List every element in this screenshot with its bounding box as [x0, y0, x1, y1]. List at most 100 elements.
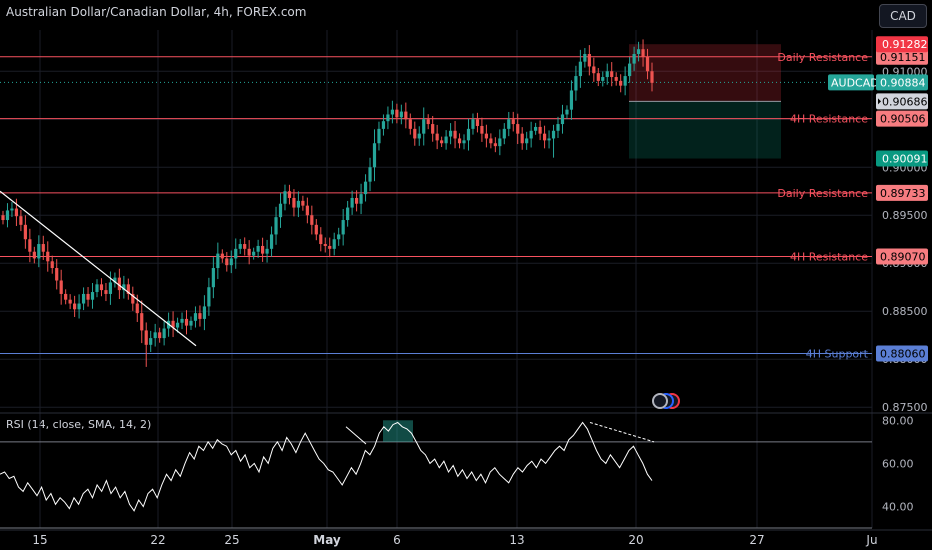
candle: [426, 114, 430, 130]
candle-body: [269, 234, 274, 249]
candle-body: [140, 313, 144, 331]
candle: [211, 257, 215, 299]
candle-body: [59, 280, 63, 294]
symbol-tag-text: AUDCAD: [831, 76, 879, 89]
candle: [628, 56, 632, 83]
candle-body: [238, 244, 242, 249]
candle-body: [265, 248, 269, 254]
candle-body: [457, 138, 462, 144]
candle: [502, 123, 506, 145]
candle-body: [372, 143, 377, 168]
candle: [23, 215, 27, 249]
position-tag: [876, 93, 928, 110]
candle: [117, 268, 121, 300]
candle: [265, 239, 269, 263]
candle: [73, 295, 77, 317]
candle-body: [55, 268, 59, 281]
candle-body: [117, 277, 121, 291]
candle: [158, 327, 162, 343]
candle-body: [90, 292, 95, 300]
candle: [10, 201, 14, 217]
candle-body: [377, 128, 381, 144]
candle-body: [323, 244, 327, 246]
candle: [269, 226, 274, 257]
candle: [578, 49, 582, 88]
candle: [229, 250, 233, 274]
candle: [440, 136, 444, 147]
candle-body: [363, 181, 368, 195]
candle: [104, 283, 108, 302]
currency-badge[interactable]: CAD: [879, 4, 927, 28]
candle: [90, 283, 95, 309]
candle-body: [534, 126, 538, 131]
candle-body: [628, 63, 632, 77]
x-tick-label: 27: [749, 533, 764, 547]
entry-marker-icon: [878, 98, 881, 105]
candle: [256, 239, 260, 258]
candle-body: [207, 287, 211, 307]
candle: [314, 219, 318, 241]
candle-body: [126, 284, 130, 294]
candle: [601, 71, 605, 87]
candle-body: [252, 251, 256, 256]
candle-body: [86, 293, 90, 300]
candle: [149, 330, 153, 353]
candle-body: [19, 216, 23, 225]
candle: [175, 317, 180, 333]
level-tag-text: 0.90506: [880, 113, 926, 126]
candle: [341, 209, 345, 246]
candle: [283, 184, 287, 211]
candle-body: [614, 77, 618, 81]
candle-body: [489, 138, 493, 144]
candle: [274, 206, 278, 245]
x-tick-label: 6: [393, 533, 401, 547]
candle-body: [569, 90, 574, 110]
candle-body: [346, 207, 350, 221]
rsi-title: RSI (14, close, SMA, 14, 2): [6, 418, 152, 431]
candle: [310, 205, 314, 235]
candle: [278, 192, 283, 228]
candle-body: [480, 125, 484, 134]
candle-body: [529, 130, 533, 139]
candle: [480, 117, 484, 142]
candle-body: [341, 220, 345, 235]
candle: [413, 121, 417, 146]
trendline[interactable]: [0, 190, 197, 347]
level-tag: [876, 48, 928, 65]
candle: [64, 289, 68, 305]
candle: [466, 118, 471, 151]
candle: [234, 238, 238, 269]
candle-body: [547, 138, 551, 141]
candle: [243, 237, 247, 256]
candle: [614, 72, 618, 86]
candle: [556, 116, 560, 138]
candle-body: [234, 248, 238, 259]
candle-body: [453, 130, 457, 139]
candle: [247, 240, 251, 265]
candle-body: [431, 124, 435, 134]
candle: [350, 190, 354, 215]
candle-body: [578, 61, 582, 77]
candle: [462, 134, 466, 150]
candle-body: [350, 197, 354, 208]
candle: [596, 68, 600, 87]
candle: [216, 242, 220, 280]
candle-body: [596, 73, 600, 81]
level-tag-text: 0.89070: [880, 251, 926, 264]
candle: [81, 287, 86, 311]
candle-body: [484, 133, 488, 139]
level-tag-text: 0.91151: [880, 51, 926, 64]
position-tag-text: 0.90686: [882, 95, 928, 108]
candle: [592, 57, 596, 82]
candle: [444, 130, 448, 150]
candle-body: [498, 138, 502, 147]
candle-body: [184, 318, 189, 326]
candle-body: [261, 245, 265, 254]
candle: [619, 74, 623, 93]
candle-body: [287, 191, 292, 198]
candle-body: [131, 293, 135, 304]
candle: [337, 227, 341, 246]
candle: [435, 124, 439, 150]
candle: [301, 195, 305, 211]
